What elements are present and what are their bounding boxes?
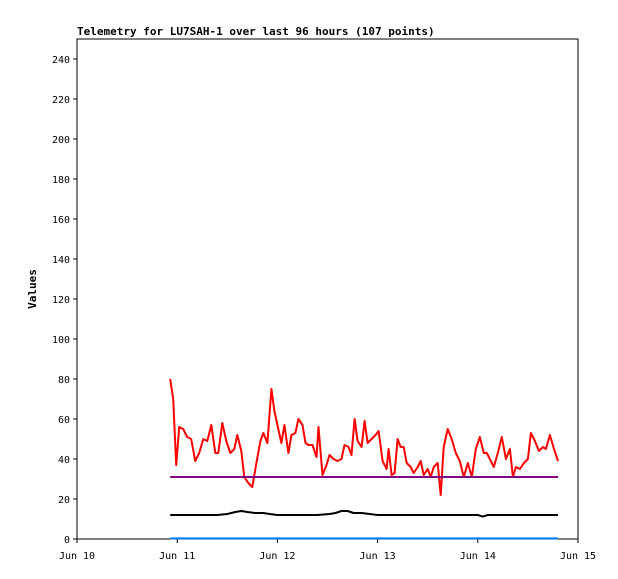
y-tick-label: 220 (52, 95, 70, 106)
x-tick-label: Jun 15 (560, 551, 596, 562)
y-tick-label: 240 (52, 55, 70, 66)
y-tick-label: 100 (52, 335, 70, 346)
y-tick-label: 80 (58, 375, 70, 386)
series-lines (169, 378, 559, 540)
series-line-1 (169, 378, 559, 496)
chart-title: Telemetry for LU7SAH-1 over last 96 hour… (77, 25, 435, 38)
x-tick-label: Jun 14 (460, 551, 496, 562)
y-tick-label: 200 (52, 135, 70, 146)
y-tick-label: 40 (58, 455, 70, 466)
y-axis-label: Values (26, 269, 39, 309)
y-tick-label: 160 (52, 215, 70, 226)
y-tick-label: 0 (64, 535, 70, 546)
x-axis-ticks: Jun 10 Jun 11 Jun 12 Jun 13 Jun 14 Jun 15 (59, 539, 596, 562)
y-axis-ticks: 0 20 40 60 80 100 120 140 160 180 200 220 240 (52, 55, 77, 546)
x-tick-label: Jun 10 (59, 551, 95, 562)
y-tick-label: 120 (52, 295, 70, 306)
x-tick-label: Jun 12 (259, 551, 295, 562)
series-line-3 (170, 510, 558, 518)
y-tick-label: 60 (58, 415, 70, 426)
y-tick-label: 180 (52, 175, 70, 186)
y-tick-label: 20 (58, 495, 70, 506)
x-tick-label: Jun 11 (159, 551, 195, 562)
x-tick-label: Jun 13 (360, 551, 396, 562)
y-tick-label: 140 (52, 255, 70, 266)
